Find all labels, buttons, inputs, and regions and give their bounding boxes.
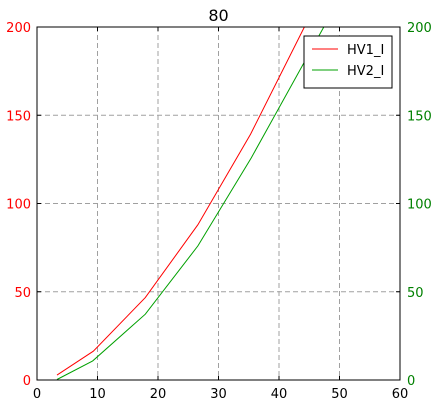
y-left-tick-label: 50 <box>14 286 31 301</box>
series-line-hv2-i <box>56 26 325 380</box>
x-tick-label: 30 <box>210 387 227 402</box>
y-right-tick-label: 200 <box>407 21 432 36</box>
x-tick-label: 60 <box>392 387 409 402</box>
y-left-tick-label: 100 <box>6 198 31 213</box>
y-right-tick-label: 0 <box>407 374 415 389</box>
x-tick-label: 50 <box>331 387 348 402</box>
chart-title: 80 <box>208 6 228 25</box>
y-right-tick-label: 150 <box>407 109 432 124</box>
x-tick-label: 10 <box>89 387 106 402</box>
y-left-tick-label: 150 <box>6 109 31 124</box>
x-tick-label: 20 <box>150 387 167 402</box>
series-line-hv1-i <box>56 26 305 376</box>
y-right-tick-label: 50 <box>407 286 424 301</box>
axes <box>36 26 401 381</box>
grid-lines <box>37 27 400 380</box>
legend-label: HV1_I <box>347 43 384 58</box>
legend-box <box>303 35 393 89</box>
y-left-tick-label: 200 <box>6 21 31 36</box>
legend: HV1_I HV2_I <box>303 35 393 89</box>
y-left-tick-label: 0 <box>23 374 31 389</box>
x-tick-label: 0 <box>33 387 41 402</box>
legend-label: HV2_I <box>347 64 384 79</box>
y-right-tick-label: 100 <box>407 198 432 213</box>
x-tick-label: 40 <box>271 387 288 402</box>
series-lines <box>56 26 325 380</box>
